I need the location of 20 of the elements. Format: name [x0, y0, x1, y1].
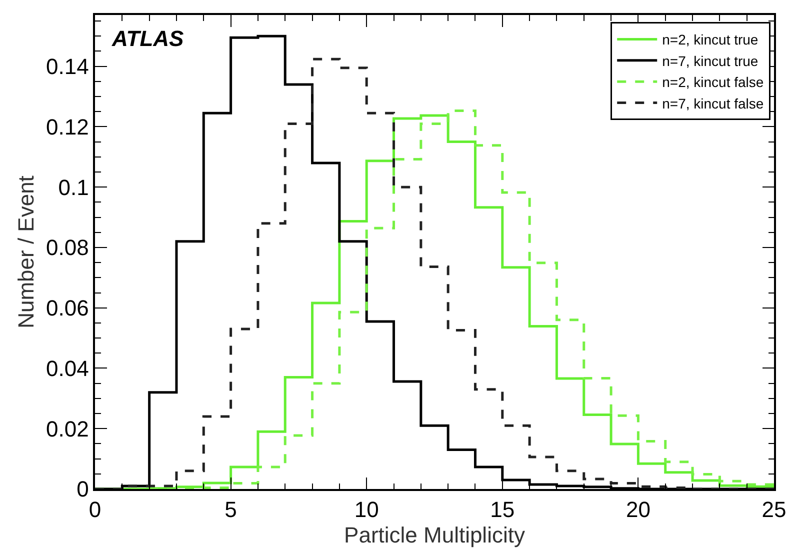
- x-axis-title: Particle Multiplicity: [344, 522, 525, 548]
- y-tick-label: 0.08: [46, 235, 89, 260]
- x-tick-label: 25: [762, 497, 786, 522]
- legend-label: n=2, kincut true: [662, 32, 758, 48]
- x-tick-label: 15: [490, 497, 515, 522]
- legend-label: n=7, kincut true: [662, 52, 758, 69]
- y-tick-label: 0.04: [46, 356, 89, 381]
- y-tick-label: 0.1: [58, 174, 89, 200]
- x-tick-label: 20: [626, 497, 650, 522]
- x-tick-label: 5: [224, 497, 237, 522]
- y-axis-title: Number / Event: [13, 176, 38, 328]
- y-tick-label: 0: [76, 476, 89, 502]
- y-tick-label: 0.14: [46, 54, 89, 80]
- annotation: ATLAS: [111, 26, 184, 51]
- legend-label: n=7, kincut false: [662, 95, 764, 112]
- y-tick-label: 0.12: [46, 114, 89, 140]
- x-tick-label: 10: [354, 497, 379, 522]
- legend-label: n=2, kincut false: [662, 74, 764, 90]
- y-tick-label: 0.06: [46, 296, 89, 321]
- y-tick-label: 0.02: [46, 416, 89, 442]
